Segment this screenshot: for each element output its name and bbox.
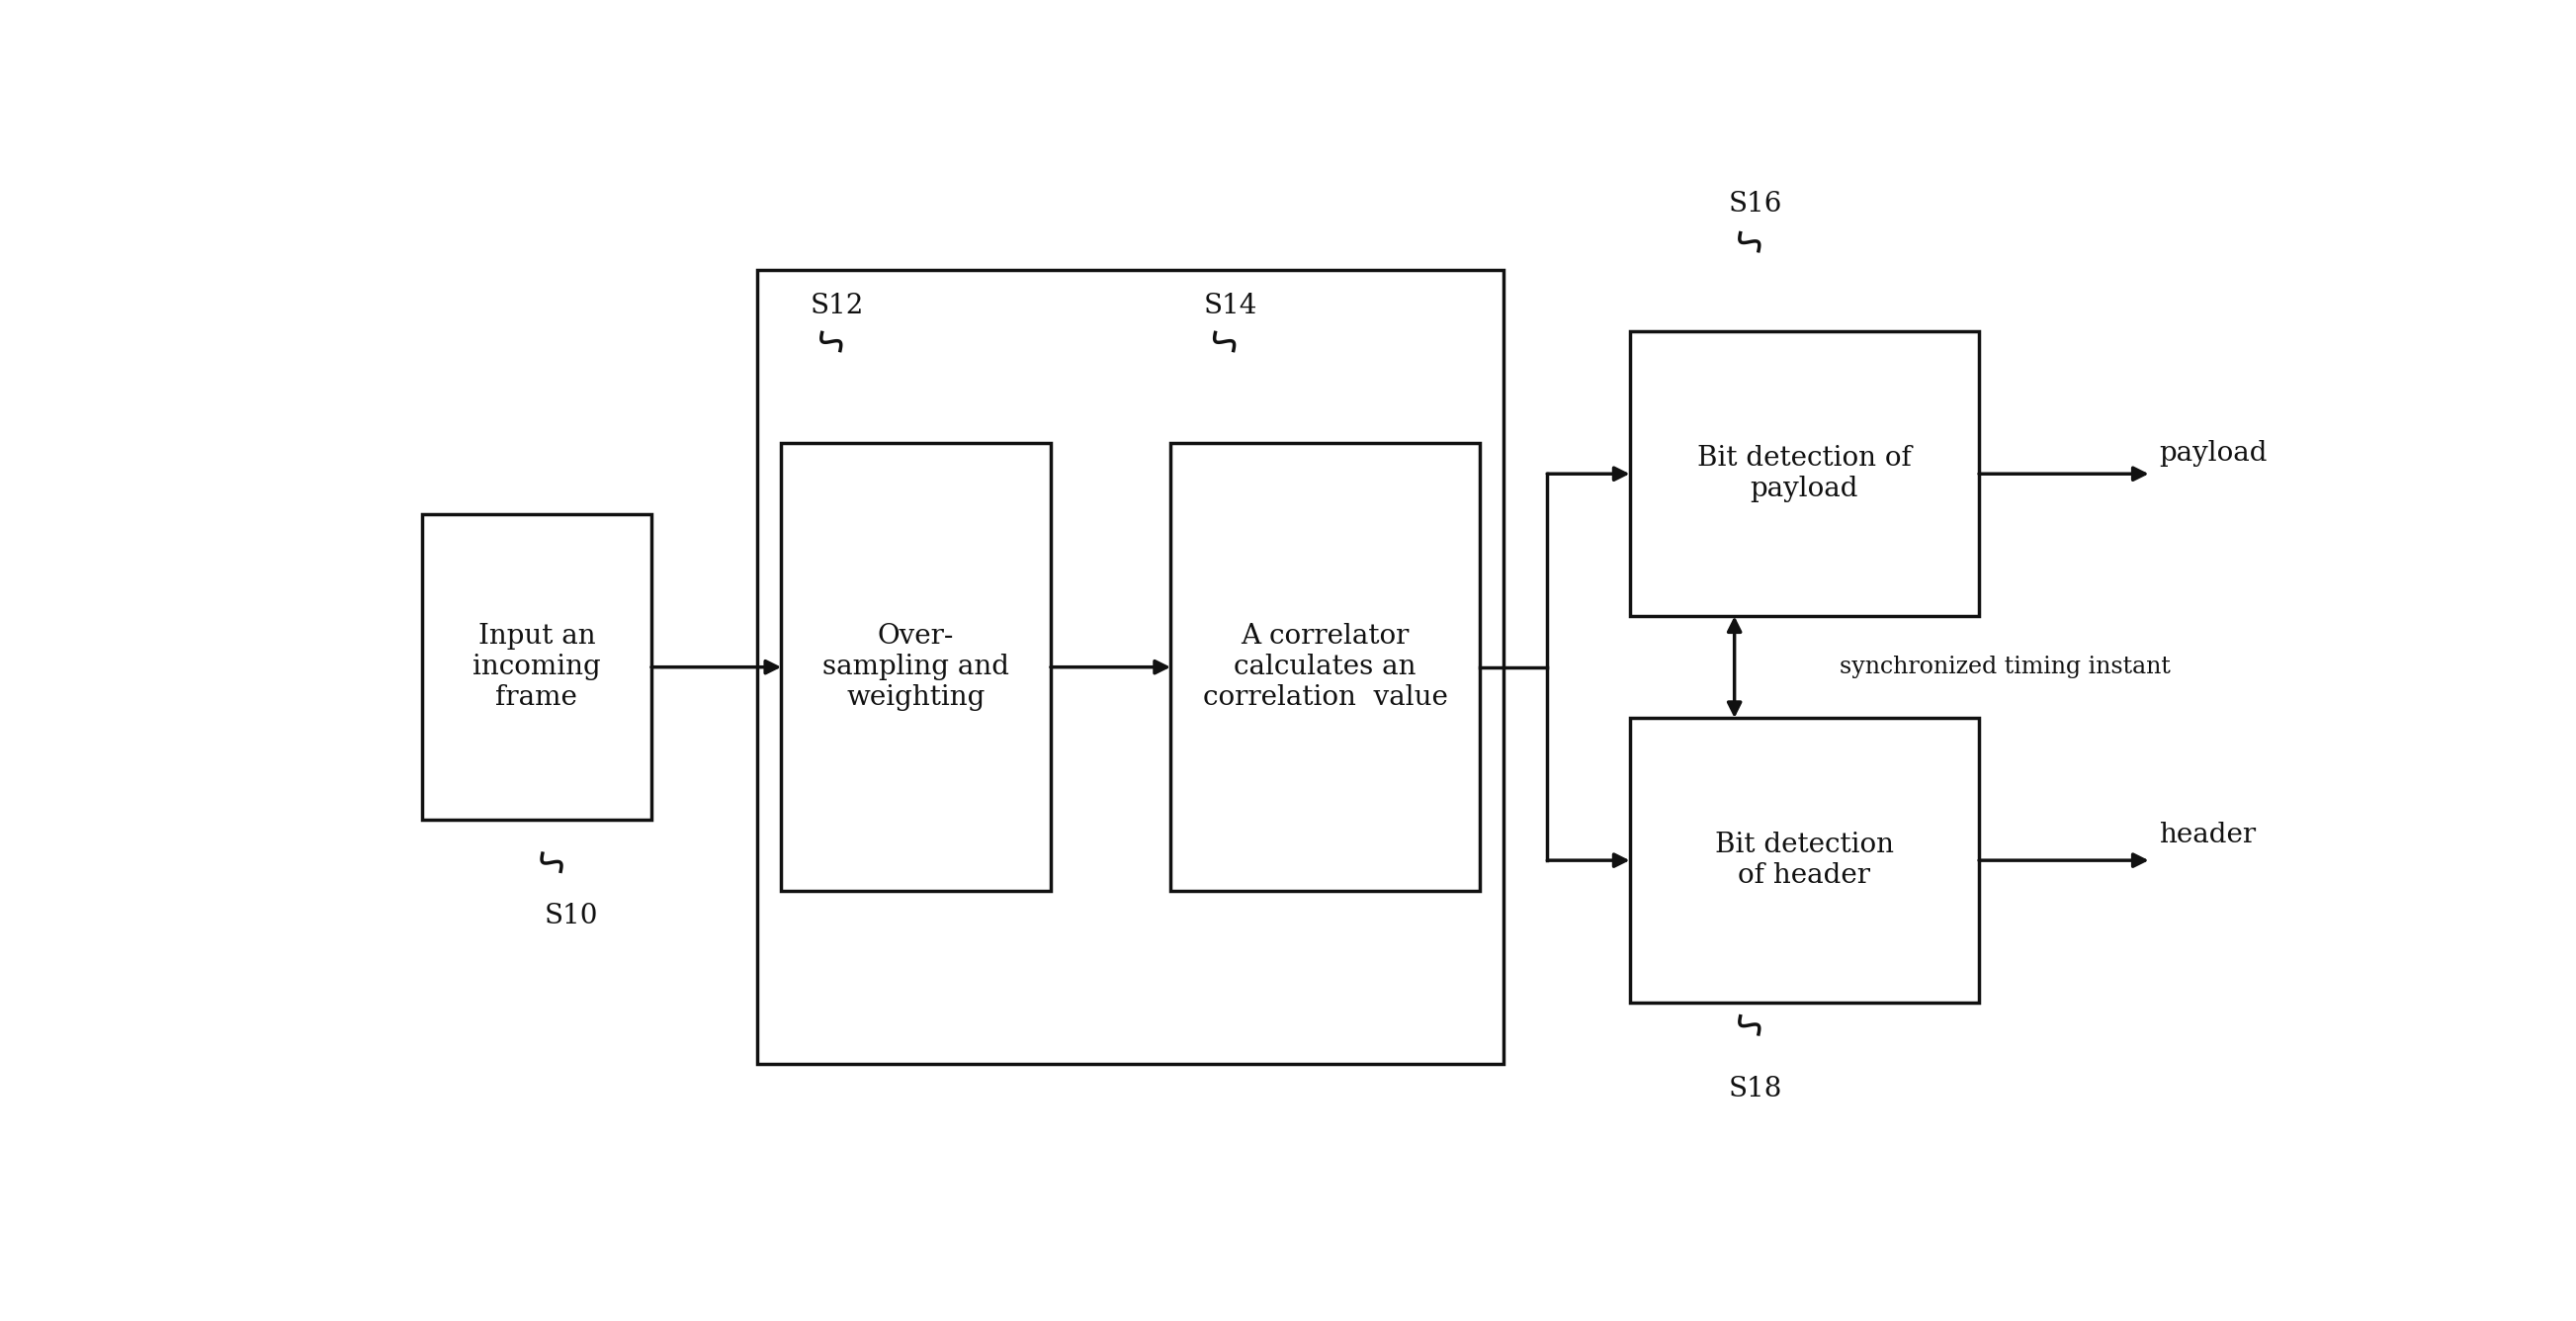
FancyBboxPatch shape [781,444,1051,890]
Text: Over-
sampling and
weighting: Over- sampling and weighting [822,624,1010,711]
Text: Bit detection of
payload: Bit detection of payload [1698,445,1911,502]
Text: header: header [2159,822,2257,848]
Text: S10: S10 [544,904,598,930]
Text: S16: S16 [1728,192,1783,218]
Text: synchronized timing instant: synchronized timing instant [1839,655,2172,679]
Text: S14: S14 [1203,293,1257,320]
Text: Bit detection
of header: Bit detection of header [1716,832,1893,889]
FancyBboxPatch shape [1631,719,1978,1003]
Text: Input an
incoming
frame: Input an incoming frame [471,624,600,711]
Text: S12: S12 [811,293,863,320]
Text: A correlator
calculates an
correlation  value: A correlator calculates an correlation v… [1203,624,1448,711]
FancyBboxPatch shape [422,515,652,819]
Text: payload: payload [2159,440,2267,466]
FancyBboxPatch shape [1170,444,1479,890]
FancyBboxPatch shape [1631,332,1978,616]
Text: S18: S18 [1728,1075,1783,1103]
